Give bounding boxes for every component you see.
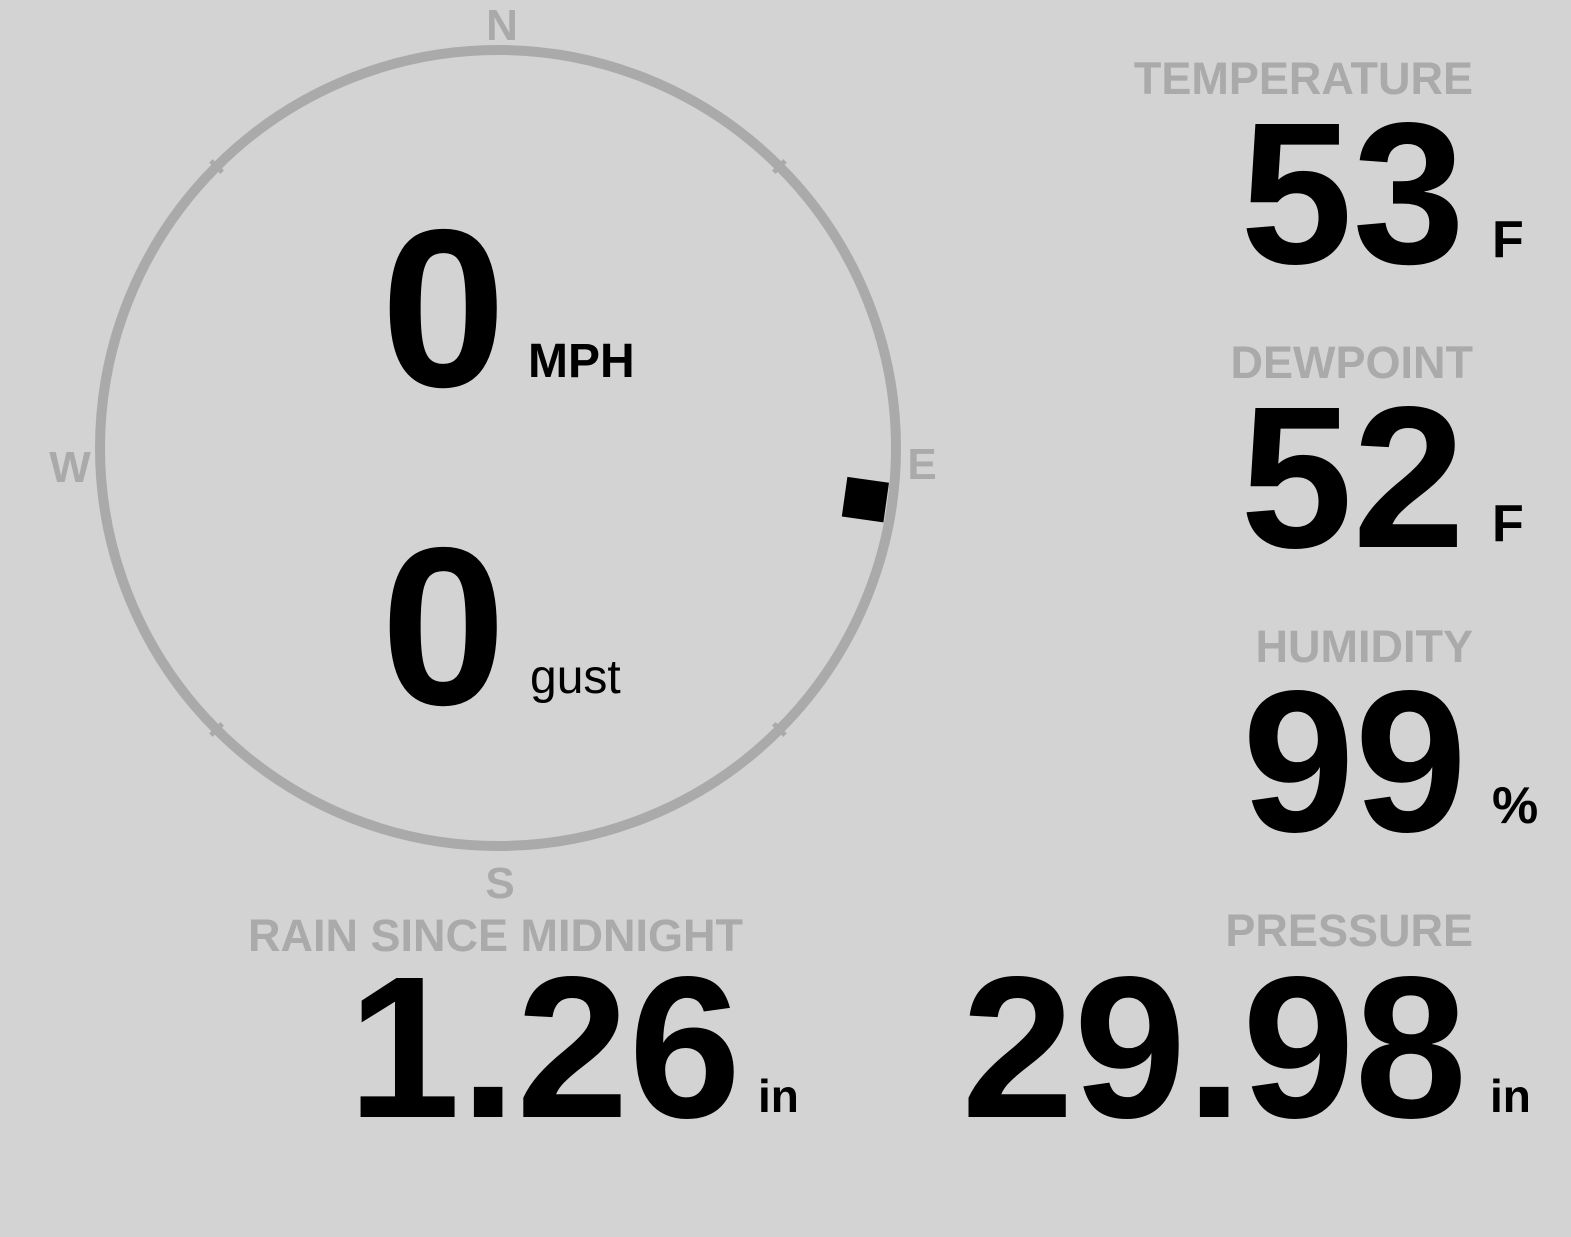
rain-value: 1.26 bbox=[347, 934, 741, 1160]
wind-gust-value: 0 bbox=[380, 500, 506, 752]
humidity-value: 99 bbox=[1242, 648, 1467, 874]
pressure-label: PRESSURE bbox=[1225, 905, 1473, 956]
wind-speed-value: 0 bbox=[380, 182, 506, 434]
rain-unit: in bbox=[758, 1070, 799, 1122]
dewpoint-value: 52 bbox=[1240, 364, 1465, 590]
compass-tick bbox=[772, 722, 787, 737]
compass-tick bbox=[209, 722, 224, 737]
compass-ring bbox=[95, 45, 901, 851]
humidity-unit: % bbox=[1492, 777, 1539, 835]
compass-east: E bbox=[907, 440, 937, 489]
dewpoint-label: DEWPOINT bbox=[1230, 337, 1474, 388]
wind-speed-unit: MPH bbox=[528, 335, 635, 388]
compass-tick bbox=[209, 159, 224, 174]
compass-west: W bbox=[49, 443, 91, 492]
compass-north: N bbox=[486, 1, 518, 50]
compass-south: S bbox=[485, 859, 515, 908]
dewpoint-unit: F bbox=[1492, 495, 1524, 553]
humidity-label: HUMIDITY bbox=[1255, 621, 1474, 672]
temperature-value: 53 bbox=[1240, 80, 1465, 306]
wind-gust-label: gust bbox=[530, 651, 621, 704]
rain-label: RAIN SINCE MIDNIGHT bbox=[248, 910, 743, 961]
pressure-value: 29.98 bbox=[961, 934, 1468, 1160]
temperature-unit: F bbox=[1492, 211, 1524, 269]
wind-direction-marker bbox=[841, 476, 889, 523]
compass-tick bbox=[772, 159, 787, 174]
pressure-unit: in bbox=[1490, 1070, 1531, 1122]
temperature-label: TEMPERATURE bbox=[1133, 53, 1473, 104]
